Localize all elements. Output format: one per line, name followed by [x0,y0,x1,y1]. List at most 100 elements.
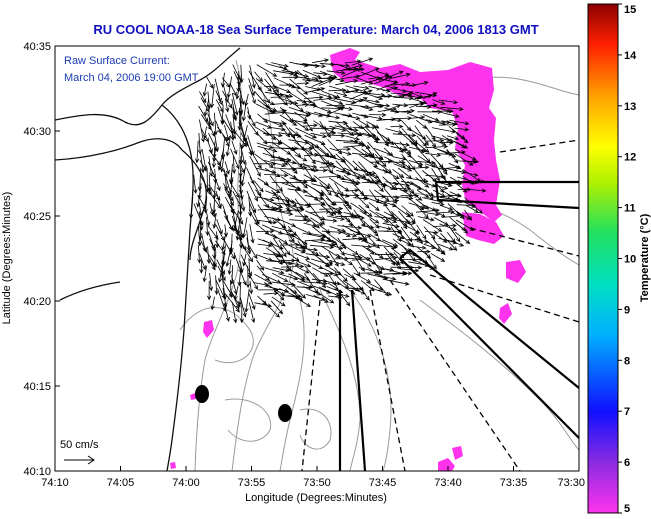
current-vector [438,122,457,127]
current-vector [414,260,435,270]
current-vector [305,86,322,92]
chart-title: RU COOL NOAA-18 Sea Surface Temperature:… [93,22,538,37]
current-vector [342,64,364,71]
current-vector [369,218,380,229]
current-vector [223,224,228,238]
current-vector [327,295,343,300]
current-vector [464,209,473,221]
current-vector [376,103,391,108]
current-vector [328,251,339,267]
current-vector [286,261,301,267]
current-vector [231,140,238,155]
current-vector [264,173,289,178]
current-vector [247,107,252,120]
current-vector [270,209,294,216]
depth-contour [279,299,305,472]
current-vector [383,104,402,112]
current-vector [272,85,292,94]
current-vector [334,91,348,97]
current-vector [287,188,308,194]
current-vector [210,296,215,311]
current-vector [440,140,454,145]
colorbar-label: Temperature (°C) [639,213,651,302]
depth-contour [299,408,332,450]
current-vector [390,124,404,129]
current-vector [278,132,302,138]
current-vector [416,224,427,240]
current-vector [289,281,306,299]
current-vector [401,251,418,257]
current-vector [305,260,324,269]
current-vector [215,190,222,209]
current-vector [366,99,381,104]
current-vector [409,165,430,170]
current-vector [227,259,232,276]
plot-background [55,46,579,471]
depth-contour [224,398,272,442]
y-tick-label: 40:20 [23,296,51,308]
current-vector [239,296,247,318]
current-vector [264,160,287,168]
current-vector [286,207,305,213]
current-vector [254,219,278,225]
current-vector [312,267,329,277]
current-vector [223,183,234,202]
x-tick-label: 73:35 [500,477,528,489]
current-vector [359,210,380,224]
footprint-dashed [429,274,580,323]
current-vector [230,121,235,141]
current-vector [401,153,416,171]
current-vector [446,135,460,141]
current-vector [319,182,332,196]
current-vector [361,194,387,199]
current-vector [392,133,417,138]
current-vector [303,273,319,294]
current-vector [232,155,237,175]
current-vector [272,101,295,106]
current-vector [295,271,311,281]
coastline-hook [181,149,207,261]
sst-patch [170,462,176,469]
current-vector [351,67,365,72]
current-vector [406,225,421,234]
current-vector [360,77,384,85]
current-vector [351,244,373,249]
current-vector [269,175,283,192]
current-vector [465,188,487,193]
current-vector [368,286,393,296]
current-vector [311,183,331,190]
depth-contour [179,307,254,364]
sst-patch [506,260,526,283]
current-vector [225,98,230,113]
current-vector [407,265,423,270]
current-vector [416,135,427,147]
current-vector [279,146,299,151]
current-vector [256,229,275,234]
current-vector [359,132,377,138]
coastline-mainland [54,47,241,126]
current-vector [214,275,219,296]
current-vector [409,115,426,120]
current-vector [392,182,411,188]
current-vector [226,76,233,99]
current-vector [296,99,313,104]
current-vector [383,258,401,266]
current-vector [422,219,443,232]
current-vector [305,201,326,207]
buoy-marker [278,404,292,422]
current-vector [215,120,222,135]
current-vector [336,253,354,266]
current-vector [229,181,240,199]
current-vector [350,215,366,220]
current-vector [212,204,217,218]
current-vector [211,154,217,169]
current-vector [383,118,403,123]
current-vector [422,197,444,204]
depth-contour [194,59,243,472]
current-vector [287,225,297,237]
current-vector [374,252,395,257]
current-vector [248,292,256,311]
current-vector [281,264,305,269]
current-vector [423,181,437,188]
current-vector [223,119,236,140]
